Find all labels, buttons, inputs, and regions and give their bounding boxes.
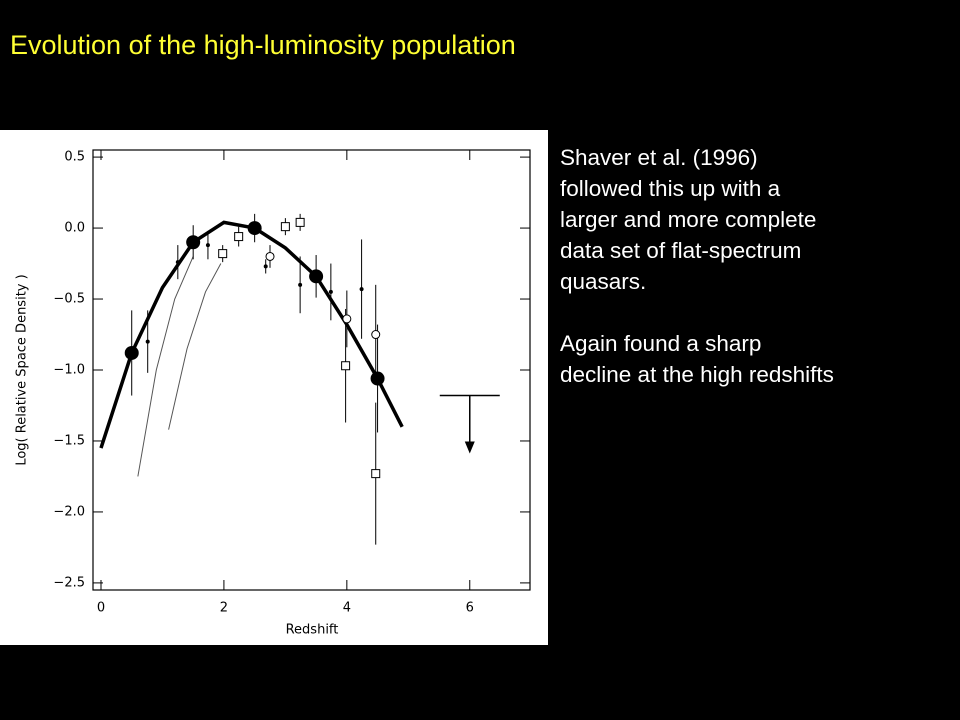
- data-point: [371, 469, 381, 479]
- y-axis-label: Log( Relative Space Density ): [15, 274, 30, 465]
- y-tick-label: −0.5: [53, 292, 85, 307]
- text-line: larger and more complete: [560, 207, 817, 232]
- y-tick-label: −2.5: [53, 575, 85, 590]
- data-point: [342, 314, 352, 324]
- chart: Redshift Log( Relative Space Density ) 0…: [0, 130, 548, 645]
- data-point: [124, 345, 139, 360]
- data-point: [298, 282, 303, 287]
- data-point: [341, 361, 351, 371]
- text-line: data set of flat-spectrum: [560, 238, 802, 263]
- paragraph: Again found a sharp decline at the high r…: [560, 328, 834, 390]
- x-tick-label: 6: [466, 601, 474, 616]
- data-point: [218, 249, 228, 259]
- curve: [168, 263, 222, 430]
- data-point: [371, 330, 381, 340]
- y-tick-label: −2.0: [53, 504, 85, 519]
- curve: [137, 256, 194, 477]
- text-line: quasars.: [560, 269, 647, 294]
- data-point: [295, 217, 305, 227]
- x-axis-label: Redshift: [286, 623, 339, 638]
- text-line: Shaver et al. (1996): [560, 145, 758, 170]
- y-tick-label: 0.0: [64, 221, 85, 236]
- slide-title: Evolution of the high-luminosity populat…: [10, 30, 516, 60]
- text-line: Again found a sharp: [560, 331, 762, 356]
- text-line: decline at the high redshifts: [560, 362, 834, 387]
- x-tick-label: 0: [97, 601, 105, 616]
- paragraph: Shaver et al. (1996) followed this up wit…: [560, 142, 834, 297]
- data-point: [247, 221, 262, 236]
- data-point: [265, 251, 275, 261]
- data-point: [280, 222, 290, 232]
- data-point: [263, 264, 268, 269]
- data-point: [328, 289, 333, 294]
- data-point: [205, 243, 210, 248]
- data-point: [359, 287, 364, 292]
- x-tick-label: 4: [343, 601, 351, 616]
- data-point: [234, 232, 244, 242]
- data-point: [145, 339, 150, 344]
- data-point: [309, 269, 324, 284]
- data-point: [370, 371, 385, 386]
- plot-frame: [92, 149, 531, 591]
- y-tick-label: −1.0: [53, 363, 85, 378]
- y-tick-label: −1.5: [53, 433, 85, 448]
- x-tick-label: 2: [220, 601, 228, 616]
- slide-text: Shaver et al. (1996) followed this up wit…: [560, 142, 834, 421]
- text-line: followed this up with a: [560, 176, 781, 201]
- curve: [99, 220, 404, 449]
- data-point: [175, 260, 180, 265]
- y-tick-label: 0.5: [64, 150, 85, 165]
- data-point: [186, 235, 201, 250]
- upper-limit-arrow: [464, 441, 475, 454]
